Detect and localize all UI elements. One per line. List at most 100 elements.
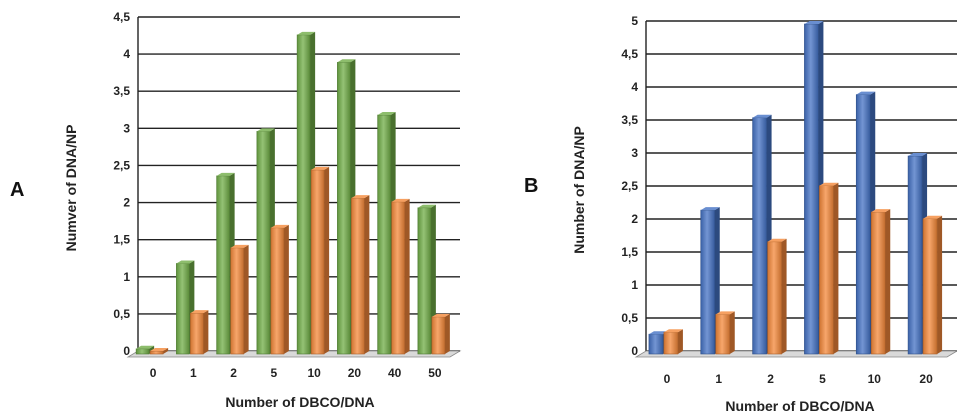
bar-front: [310, 169, 325, 355]
bar-front: [270, 227, 285, 355]
bar-top: [136, 345, 155, 349]
x-tick-label: 10: [307, 366, 321, 380]
y-tick-label: 3: [123, 121, 130, 135]
bar-side: [283, 224, 289, 354]
y-tick-label: 1,5: [113, 233, 130, 247]
bars-b: [648, 21, 943, 355]
bar-front: [296, 34, 311, 355]
y-tick-label: 0: [123, 344, 130, 358]
bar-front: [804, 23, 819, 355]
bar-top: [351, 195, 370, 199]
y-tick-label: 2,5: [621, 179, 638, 193]
bar-front: [391, 201, 405, 355]
bar-top: [216, 172, 235, 176]
x-tick-label: 0: [664, 372, 671, 386]
x-tick-label: 10: [868, 372, 882, 386]
bar-side: [243, 244, 249, 354]
bar-series-2-1: [190, 310, 209, 355]
bar-front: [216, 175, 230, 355]
y-tick-label: 4: [631, 80, 638, 94]
bar-front: [855, 94, 871, 355]
x-tick-label: 50: [428, 366, 442, 380]
y-tick-label: 3,5: [113, 84, 130, 98]
bar-front: [176, 263, 190, 355]
bar-top: [391, 198, 410, 202]
y-tick-label: 2,5: [113, 158, 130, 172]
bar-top: [767, 238, 787, 242]
bar-series-2-20: [351, 195, 370, 355]
bar-top: [908, 153, 928, 156]
bar-front: [190, 312, 204, 355]
bar-top: [337, 59, 356, 63]
bar-side: [163, 348, 169, 354]
y-tick-label: 0: [631, 344, 638, 358]
x-ticks-a: 0 1 2 5 10 20 40 50: [150, 366, 442, 380]
bar-front: [377, 114, 391, 355]
bar-top: [700, 207, 720, 211]
y-tick-label: 1: [631, 278, 638, 292]
y-tick-label: 4: [123, 47, 130, 61]
bar-series-2-40: [391, 198, 410, 355]
bar-top: [923, 215, 943, 219]
y-tick-label: 3: [631, 146, 638, 160]
y-ticks-b: 0 0,5 1 1,5 2 2,5 3 3,5 4 4,5 5: [621, 14, 638, 358]
panel-label-b: B: [524, 175, 538, 197]
bar-side: [781, 238, 787, 354]
bar-front: [700, 209, 716, 355]
bar-side: [404, 198, 410, 354]
bar-front: [351, 197, 365, 355]
x-tick-label: 1: [715, 372, 722, 386]
bar-side: [833, 182, 839, 354]
y-tick-label: 0,5: [113, 307, 130, 321]
bar-front: [149, 350, 164, 355]
bar-side: [885, 209, 891, 354]
bar-front: [663, 331, 679, 355]
bar-top: [752, 114, 772, 118]
x-tick-label: 5: [271, 366, 278, 380]
bar-series-2-5: [819, 182, 839, 355]
bar-side: [444, 313, 450, 354]
bar-front: [337, 62, 351, 355]
bar-series-2-5: [270, 224, 289, 355]
x-tick-label: 40: [388, 366, 402, 380]
x-axis-label-a: Number of DBCO/DNA: [225, 394, 374, 410]
y-axis-label-a: Numver of DNA/NP: [63, 125, 79, 252]
bar-side: [203, 310, 209, 354]
chart-panel-b: B Number of DNA/NP Number of DBCO/DNA 00…: [524, 14, 957, 414]
bar-top: [176, 260, 195, 264]
bar-top: [256, 128, 275, 132]
x-tick-label: 2: [230, 366, 237, 380]
bar-top: [648, 331, 668, 335]
y-tick-label: 2: [123, 196, 130, 210]
bar-front: [922, 218, 938, 355]
bar-side: [677, 329, 683, 354]
bar-top: [856, 91, 876, 95]
chart-panel-a: A Numver of DNA/NP Number of DBCO/DNA 0 0…: [10, 10, 462, 410]
bar-top: [270, 224, 289, 228]
bar-top: [663, 329, 683, 333]
y-tick-label: 1,5: [621, 245, 638, 259]
bar-side: [729, 311, 735, 354]
bar-front: [230, 247, 244, 355]
y-axis-label-b: Number of DNA/NP: [571, 126, 587, 254]
bar-top: [819, 182, 839, 186]
bar-top: [804, 21, 824, 24]
bar-side: [364, 195, 370, 354]
bars-a: [135, 31, 450, 355]
x-tick-label: 2: [767, 372, 774, 386]
bar-front: [752, 117, 767, 355]
bar-front: [715, 314, 731, 355]
panel-label-a: A: [10, 179, 24, 201]
y-tick-label: 3,5: [621, 113, 638, 127]
bar-top: [871, 209, 891, 213]
bar-top: [297, 31, 316, 35]
x-tick-label: 5: [819, 372, 826, 386]
bar-front: [767, 241, 782, 355]
x-ticks-b: 0 1 2 5 10 20: [664, 372, 934, 386]
y-ticks-a: 0 0,5 1 1,5 2 2,5 3 3,5 4 4,5: [113, 10, 130, 358]
bar-top: [311, 166, 330, 170]
x-tick-label: 20: [919, 372, 933, 386]
bar-series-2-20: [922, 215, 943, 355]
bar-series-2-10: [310, 166, 330, 355]
